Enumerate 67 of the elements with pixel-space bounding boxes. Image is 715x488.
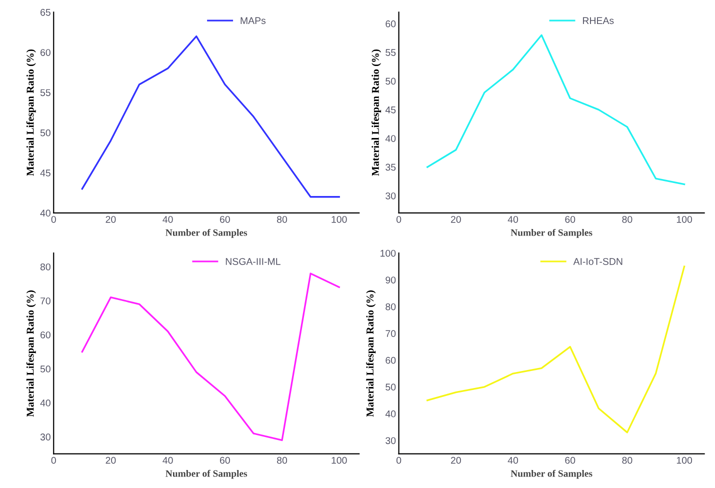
y-tick-label: 60 <box>40 49 50 56</box>
y-tick-label: 50 <box>40 366 50 372</box>
x-tick-label: 40 <box>508 456 518 464</box>
legend-label: MAPs <box>240 17 266 24</box>
y-tick-label: 30 <box>386 437 396 444</box>
legend-label: NSGA-III-ML <box>226 258 280 265</box>
x-axis-title: Number of Samples <box>510 228 592 238</box>
x-tick-label: 20 <box>106 456 116 464</box>
x-tick-label: 60 <box>220 456 230 464</box>
x-tick-label: 0 <box>396 216 402 223</box>
x-tick-label: 40 <box>162 456 173 464</box>
y-tick-label: 100 <box>380 250 396 257</box>
x-tick-label: 20 <box>450 216 461 223</box>
x-tick-label: 60 <box>220 216 230 223</box>
y-tick-label: 50 <box>386 384 396 391</box>
x-axis-title: Number of Samples <box>510 470 592 479</box>
x-tick-label: 100 <box>676 456 692 464</box>
y-tick-label: 30 <box>386 192 396 200</box>
x-tick-label: 20 <box>450 456 461 464</box>
line-series <box>81 35 340 198</box>
y-tick-label: 35 <box>386 164 396 171</box>
x-tick-label: 0 <box>51 216 56 223</box>
y-tick-label: 60 <box>40 331 50 338</box>
x-tick-label: 80 <box>622 456 632 464</box>
y-tick-label: 55 <box>40 89 50 96</box>
x-axis-title: Number of Samples <box>166 470 248 479</box>
y-tick-label: 40 <box>385 135 396 142</box>
x-tick-label: 40 <box>508 216 518 223</box>
y-tick-label: 55 <box>386 49 396 56</box>
x-tick-label: 100 <box>332 216 347 223</box>
y-tick-label: 50 <box>386 78 396 85</box>
y-tick-label: 50 <box>40 129 50 136</box>
y-tick-label: 60 <box>386 20 396 28</box>
y-tick-label: 70 <box>386 330 396 338</box>
y-tick-label: 80 <box>40 263 50 270</box>
y-tick-label: 70 <box>40 297 50 304</box>
line-series <box>426 34 686 186</box>
y-tick-label: 40 <box>40 210 50 217</box>
x-tick-label: 100 <box>332 456 347 464</box>
x-tick-label: 0 <box>51 456 56 464</box>
y-tick-label: 60 <box>386 356 396 364</box>
y-tick-label: 65 <box>40 8 50 16</box>
x-tick-label: 60 <box>565 456 576 464</box>
y-tick-label: 40 <box>385 410 396 418</box>
x-tick-label: 40 <box>162 216 173 223</box>
y-axis-title: Material Lifespan Ratio (%) <box>26 50 36 176</box>
legend-label: AI-IoT-SDN <box>573 258 622 265</box>
x-tick-label: 80 <box>277 216 288 223</box>
y-tick-label: 40 <box>40 400 50 406</box>
x-tick-label: 20 <box>106 216 116 223</box>
y-tick-label: 30 <box>40 434 50 440</box>
legend-label: RHEAs <box>582 17 614 24</box>
x-tick-label: 100 <box>676 216 692 223</box>
x-tick-label: 80 <box>277 456 288 464</box>
line-series <box>81 272 340 442</box>
y-tick-label: 80 <box>386 303 396 310</box>
x-axis-title: Number of Samples <box>166 228 248 238</box>
y-axis-title: Material Lifespan Ratio (%) <box>26 290 36 417</box>
y-tick-label: 45 <box>385 106 396 114</box>
y-tick-label: 90 <box>386 276 396 284</box>
line-series <box>426 266 686 434</box>
x-tick-label: 0 <box>396 456 402 464</box>
x-tick-label: 60 <box>565 216 576 223</box>
y-axis-title: Material Lifespan Ratio (%) <box>371 50 382 176</box>
x-tick-label: 80 <box>622 216 632 223</box>
y-tick-label: 45 <box>40 170 50 176</box>
y-axis-title: Material Lifespan Ratio (%) <box>366 290 376 417</box>
